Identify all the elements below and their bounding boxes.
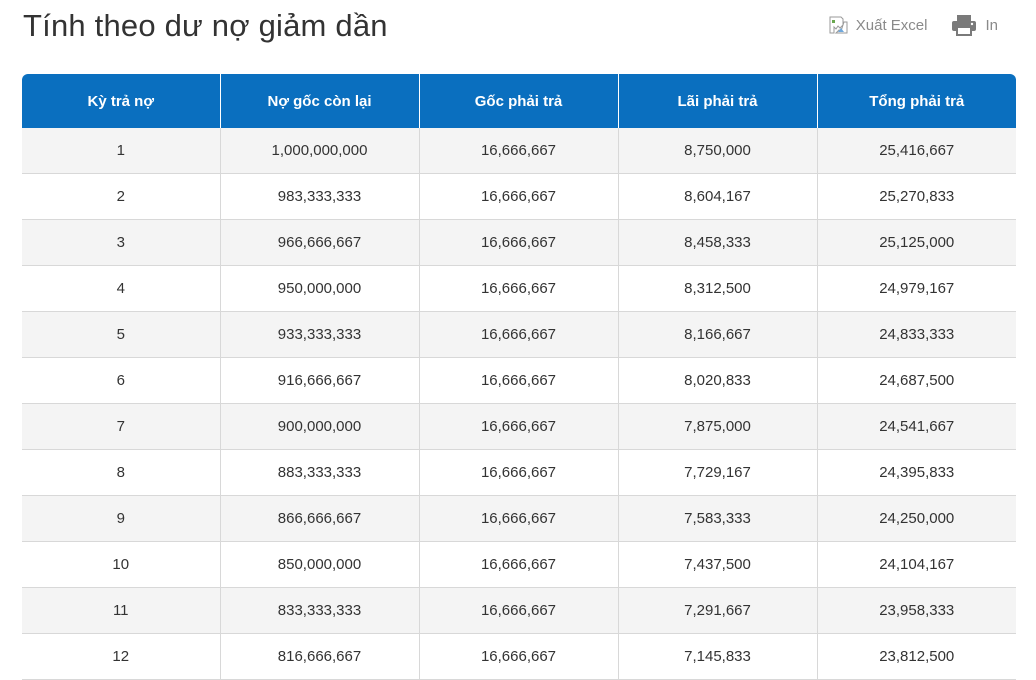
cell-remaining-principal: 933,333,333: [220, 311, 420, 358]
cell-total-due: 24,250,000: [817, 495, 1016, 542]
cell-remaining-principal: 950,000,000: [220, 265, 420, 312]
column-header-remaining-principal: Nợ gốc còn lại: [220, 74, 420, 128]
cell-period: 8: [22, 449, 221, 496]
cell-interest-due: 8,312,500: [618, 265, 818, 312]
cell-principal-due: 16,666,667: [419, 449, 619, 496]
broken-image-icon: [829, 16, 848, 34]
export-excel-button[interactable]: Xuất Excel: [829, 16, 928, 34]
cell-remaining-principal: 900,000,000: [220, 403, 420, 450]
table-row: 7 900,000,000 16,666,667 7,875,000 24,541,66…: [22, 403, 1016, 450]
cell-interest-due: 8,458,333: [618, 219, 818, 266]
cell-period: 1: [22, 128, 221, 174]
cell-principal-due: 16,666,667: [419, 219, 619, 266]
page-title: Tính theo dư nợ giảm dần: [23, 8, 388, 43]
table-row: 10 850,000,000 16,666,667 7,437,500 24,104,1…: [22, 541, 1016, 588]
cell-interest-due: 7,437,500: [618, 541, 818, 588]
cell-total-due: 24,833,333: [817, 311, 1016, 358]
table-row: 1 1,000,000,000 16,666,667 8,750,000 25,416,…: [22, 128, 1016, 174]
table-row: 3 966,666,667 16,666,667 8,458,333 25,125,00…: [22, 219, 1016, 266]
cell-total-due: 24,541,667: [817, 403, 1016, 450]
cell-period: 11: [22, 587, 221, 634]
column-header-period: Kỳ trả nợ: [22, 74, 221, 128]
cell-remaining-principal: 883,333,333: [220, 449, 420, 496]
table-row: 9 866,666,667 16,666,667 7,583,333 24,250,00…: [22, 495, 1016, 542]
column-header-total-due: Tổng phải trả: [817, 74, 1016, 128]
table-row: 12 816,666,667 16,666,667 7,145,833 23,812,5…: [22, 633, 1016, 680]
cell-interest-due: 7,729,167: [618, 449, 818, 496]
cell-remaining-principal: 1,000,000,000: [220, 128, 420, 174]
export-excel-label: Xuất Excel: [855, 16, 928, 34]
cell-interest-due: 7,291,667: [618, 587, 818, 634]
cell-interest-due: 7,583,333: [618, 495, 818, 542]
cell-period: 5: [22, 311, 221, 358]
cell-principal-due: 16,666,667: [419, 403, 619, 450]
cell-total-due: 24,104,167: [817, 541, 1016, 588]
cell-principal-due: 16,666,667: [419, 173, 619, 220]
cell-principal-due: 16,666,667: [419, 128, 619, 174]
cell-principal-due: 16,666,667: [419, 633, 619, 680]
column-header-principal-due: Gốc phải trả: [419, 74, 619, 128]
cell-total-due: 24,687,500: [817, 357, 1016, 404]
cell-total-due: 25,125,000: [817, 219, 1016, 266]
table-row: 5 933,333,333 16,666,667 8,166,667 24,833,33…: [22, 311, 1016, 358]
cell-total-due: 23,958,333: [817, 587, 1016, 634]
cell-interest-due: 7,875,000: [618, 403, 818, 450]
repayment-table-container: Kỳ trả nợ Nợ gốc còn lại Gốc phải trả Lã…: [22, 74, 1016, 680]
cell-principal-due: 16,666,667: [419, 587, 619, 634]
cell-remaining-principal: 983,333,333: [220, 173, 420, 220]
header-actions: Xuất Excel In: [829, 14, 998, 36]
cell-total-due: 24,395,833: [817, 449, 1016, 496]
repayment-table: Kỳ trả nợ Nợ gốc còn lại Gốc phải trả Lã…: [22, 74, 1016, 680]
table-row: 11 833,333,333 16,666,667 7,291,667 23,958,3…: [22, 587, 1016, 634]
cell-period: 3: [22, 219, 221, 266]
cell-interest-due: 8,604,167: [618, 173, 818, 220]
cell-period: 10: [22, 541, 221, 588]
cell-interest-due: 8,750,000: [618, 128, 818, 174]
cell-remaining-principal: 816,666,667: [220, 633, 420, 680]
cell-principal-due: 16,666,667: [419, 265, 619, 312]
table-row: 8 883,333,333 16,666,667 7,729,167 24,395,83…: [22, 449, 1016, 496]
cell-period: 6: [22, 357, 221, 404]
cell-total-due: 25,416,667: [817, 128, 1016, 174]
cell-interest-due: 7,145,833: [618, 633, 818, 680]
cell-principal-due: 16,666,667: [419, 311, 619, 358]
cell-remaining-principal: 850,000,000: [220, 541, 420, 588]
cell-period: 9: [22, 495, 221, 542]
cell-interest-due: 8,166,667: [618, 311, 818, 358]
cell-interest-due: 8,020,833: [618, 357, 818, 404]
cell-total-due: 23,812,500: [817, 633, 1016, 680]
cell-period: 12: [22, 633, 221, 680]
cell-period: 4: [22, 265, 221, 312]
print-button[interactable]: In: [951, 14, 998, 36]
cell-period: 2: [22, 173, 221, 220]
cell-remaining-principal: 866,666,667: [220, 495, 420, 542]
table-row: 2 983,333,333 16,666,667 8,604,167 25,270,83…: [22, 173, 1016, 220]
cell-remaining-principal: 966,666,667: [220, 219, 420, 266]
table-row: 4 950,000,000 16,666,667 8,312,500 24,979,16…: [22, 265, 1016, 312]
cell-period: 7: [22, 403, 221, 450]
table-row: 6 916,666,667 16,666,667 8,020,833 24,687,50…: [22, 357, 1016, 404]
print-label: In: [985, 16, 998, 34]
table-body: 1 1,000,000,000 16,666,667 8,750,000 25,416,…: [22, 128, 1016, 680]
cell-remaining-principal: 833,333,333: [220, 587, 420, 634]
cell-remaining-principal: 916,666,667: [220, 357, 420, 404]
printer-icon: [952, 15, 977, 36]
table-header-row: Kỳ trả nợ Nợ gốc còn lại Gốc phải trả Lã…: [22, 74, 1016, 128]
cell-total-due: 25,270,833: [817, 173, 1016, 220]
cell-principal-due: 16,666,667: [419, 495, 619, 542]
cell-total-due: 24,979,167: [817, 265, 1016, 312]
column-header-interest-due: Lãi phải trả: [618, 74, 818, 128]
cell-principal-due: 16,666,667: [419, 541, 619, 588]
cell-principal-due: 16,666,667: [419, 357, 619, 404]
